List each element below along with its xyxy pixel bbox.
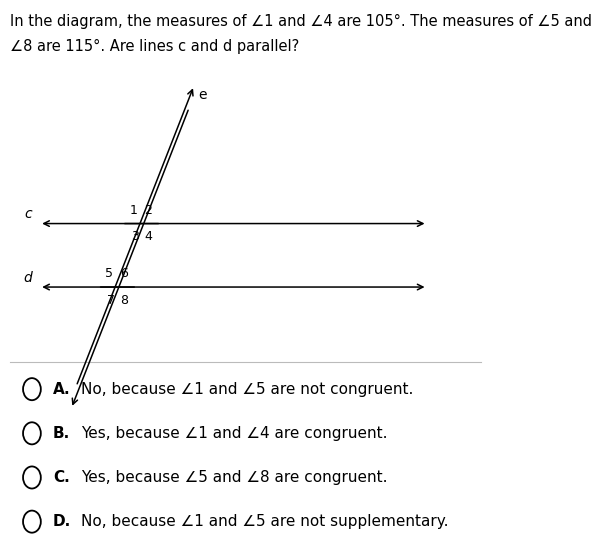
Text: 6: 6 (120, 267, 127, 280)
Text: c: c (24, 208, 32, 221)
Text: Yes, because ∠5 and ∠8 are congruent.: Yes, because ∠5 and ∠8 are congruent. (81, 470, 387, 485)
Text: d: d (23, 271, 32, 285)
Text: 3: 3 (131, 230, 139, 243)
Text: No, because ∠1 and ∠5 are not congruent.: No, because ∠1 and ∠5 are not congruent. (81, 381, 414, 397)
Text: ∠8 are 115°. Are lines c and d parallel?: ∠8 are 115°. Are lines c and d parallel? (10, 39, 299, 54)
Text: Yes, because ∠1 and ∠4 are congruent.: Yes, because ∠1 and ∠4 are congruent. (81, 426, 387, 441)
Text: e: e (198, 88, 207, 102)
Text: 7: 7 (107, 294, 115, 307)
Text: 2: 2 (144, 204, 152, 217)
Text: 1: 1 (130, 204, 138, 217)
Text: 8: 8 (120, 294, 127, 307)
Text: C.: C. (53, 470, 70, 485)
Text: B.: B. (53, 426, 70, 441)
Text: 4: 4 (144, 230, 152, 243)
Text: No, because ∠1 and ∠5 are not supplementary.: No, because ∠1 and ∠5 are not supplement… (81, 514, 448, 529)
Text: D.: D. (53, 514, 71, 529)
Text: 5: 5 (106, 267, 113, 280)
Text: In the diagram, the measures of ∠1 and ∠4 are 105°. The measures of ∠5 and: In the diagram, the measures of ∠1 and ∠… (10, 14, 592, 29)
Text: A.: A. (53, 381, 71, 397)
